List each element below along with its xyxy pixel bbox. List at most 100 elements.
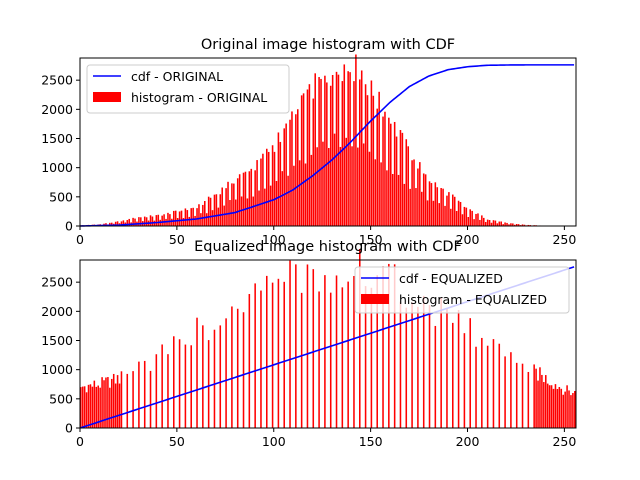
y-tick-label: 1000 [41,160,73,175]
histogram-bar [178,339,181,428]
histogram-bar [89,384,92,428]
histogram-bar [341,81,344,226]
histogram-bar [114,383,117,428]
histogram-bar [382,266,384,428]
histogram-bar [560,388,563,428]
x-tick-label: 250 [552,434,576,449]
histogram-bar [260,290,262,428]
histogram-bar [467,217,470,226]
histogram-bar [227,181,229,226]
histogram-bar [244,171,247,226]
histogram-bar [111,222,113,226]
histogram-bar [471,210,473,226]
y-tick-label: 1500 [41,333,73,348]
histogram-bar [207,340,210,428]
legend-bar-swatch [361,294,389,304]
histogram-bar [289,260,291,428]
legend: cdf - EQUALIZED histogram - EQUALIZED [354,266,570,314]
axes-frame [79,259,577,429]
histogram-bar [138,217,140,226]
histogram-bar [442,188,444,226]
histogram-bar [479,219,481,226]
histogram-bar [242,312,245,428]
histogram-bar [521,224,524,226]
histogram-bar [504,356,506,428]
histogram-bar [424,174,427,226]
histogram-bar [182,218,185,226]
histogram-bar [510,223,512,226]
histogram-bar [490,222,493,226]
histogram-bar [281,171,284,226]
histogram-bar [347,281,349,428]
histogram-bar [390,123,392,226]
histogram-bar [112,373,115,428]
histogram-bar [357,147,359,226]
histogram-bar [266,275,268,428]
histogram-bar [87,384,90,428]
x-tick-label: 150 [359,232,383,247]
histogram-bar [107,377,109,428]
histogram-bar [225,318,227,428]
histogram-bar [128,218,130,226]
histogram-bar [256,160,258,226]
histogram-bar [477,213,479,226]
histogram-bar [481,337,483,428]
histogram-bar [411,302,413,428]
histogram-bar [248,171,251,226]
histogram-bar [374,159,377,226]
histogram-bar [562,394,564,428]
x-tick-label: 50 [169,434,185,449]
histogram-bar [399,301,402,428]
histogram-bar [246,198,249,226]
histogram-bar [492,339,495,428]
histogram-bar [138,361,140,428]
histogram-bar [512,223,514,226]
x-tick-label: 0 [76,232,84,247]
histogram-bar [157,214,160,226]
histogram-bar [422,295,425,428]
histogram-bar [176,218,179,226]
histogram-bar [370,80,373,226]
histogram-bar [508,224,510,226]
axes-frame [79,57,577,227]
histogram-bar [80,387,82,428]
histogram-bar [184,208,187,226]
histogram-bar [496,223,499,226]
histogram-bar [81,386,84,428]
histogram-bar [527,224,530,226]
histogram-bar [376,275,378,428]
histogram-bar [312,98,315,226]
histogram-bar [207,196,210,226]
histogram-bar [393,264,396,428]
histogram-bar [514,224,516,226]
histogram-bar [277,278,280,428]
histogram-bar [380,162,382,226]
legend-label-cdf: cdf - ORIGINAL [131,69,223,84]
histogram-bar [376,108,378,226]
x-tick-label: 0 [76,434,84,449]
histogram-bar [486,219,489,226]
histogram-bar [97,385,99,428]
histogram-bar [452,194,454,226]
histogram-bar [417,168,419,226]
histogram-bar [438,203,440,226]
histogram-bar [283,128,285,226]
histogram-bar [269,185,272,226]
y-tick-label: 2500 [41,275,73,290]
histogram-bar [120,371,123,428]
histogram-bar [368,151,371,226]
histogram-bar [167,212,169,226]
histogram-bar [463,206,466,226]
histogram-bar [498,221,501,226]
histogram-bar [475,346,477,428]
histogram-bar [306,264,309,428]
histogram-bar [566,385,568,428]
histogram-bar [254,170,256,226]
histogram-bar [543,382,545,428]
histogram-bar [145,217,148,226]
histogram-bar [517,224,520,226]
histogram-bar [337,74,340,226]
histogram-bar [440,297,442,428]
legend: cdf - ORIGINAL histogram - ORIGINAL [86,64,290,114]
